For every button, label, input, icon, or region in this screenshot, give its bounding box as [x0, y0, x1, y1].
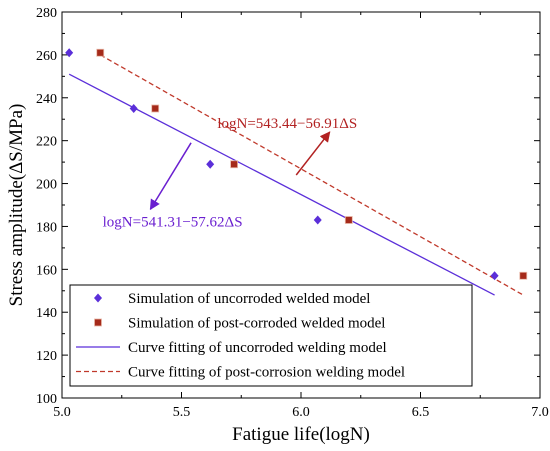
annotation-arrow [149, 142, 192, 211]
x-tick-label: 6.5 [412, 405, 430, 420]
annotations: logN=543.44−56.91ΔS logN=541.31−57.62ΔS [103, 116, 358, 231]
data-point-series-1 [519, 271, 528, 280]
legend-marker-1 [94, 318, 102, 327]
x-tick-label: 6.0 [292, 405, 310, 420]
y-tick-label: 200 [36, 178, 57, 193]
x-tick-label: 5.5 [173, 405, 191, 420]
legend-box [69, 284, 473, 387]
fit-line-series-2 [68, 73, 495, 296]
axis-ticks [61, 11, 541, 399]
y-axis-title: Stress amplitude(ΔS/MPa) [6, 104, 27, 307]
x-tick-label: 5.0 [53, 405, 71, 420]
fit-lines [68, 54, 524, 296]
data-point-series-0 [206, 159, 215, 169]
annotation-equation: logN=541.31−57.62ΔS [103, 214, 243, 230]
y-tick-label: 260 [36, 49, 57, 64]
legend-label: Simulation of post-corroded welded model [128, 316, 385, 332]
y-tick-label: 180 [36, 220, 57, 235]
y-tick-label: 280 [36, 6, 57, 21]
annotation-arrow [295, 131, 331, 176]
data-point-series-1 [230, 160, 238, 169]
data-point-series-0 [129, 104, 138, 113]
legend-label: Curve fitting of post-corrosion welding … [128, 365, 405, 381]
fit-line-series-3 [99, 54, 524, 296]
data-point-series-0 [490, 271, 499, 281]
data-points [65, 48, 528, 281]
data-point-series-1 [96, 48, 105, 57]
legend: Simulation of uncorroded welded model Sim… [69, 284, 473, 387]
x-tick-label: 7.0 [531, 405, 549, 420]
legend-label: Curve fitting of uncorroded welding mode… [128, 340, 387, 356]
annotation-equation: logN=543.44−56.91ΔS [217, 116, 357, 132]
y-tick-label: 120 [36, 349, 57, 364]
legend-marker-0 [94, 293, 102, 303]
data-point-series-0 [65, 48, 74, 58]
y-tick-label: 160 [36, 263, 57, 278]
data-point-series-0 [313, 215, 322, 225]
data-point-series-1 [344, 216, 353, 224]
y-tick-label: 140 [36, 306, 57, 321]
tick-labels: 5.0 5.5 6.0 6.5 7.0 100 120 140 160 180 200 220 240 2… [36, 6, 549, 420]
y-tick-label: 240 [36, 92, 57, 107]
y-tick-label: 100 [36, 392, 57, 407]
x-axis-title: Fatigue life(logN) [232, 424, 370, 445]
data-point-series-1 [151, 104, 160, 113]
legend-label: Simulation of uncorroded welded model [128, 291, 370, 307]
y-tick-label: 220 [36, 135, 57, 150]
